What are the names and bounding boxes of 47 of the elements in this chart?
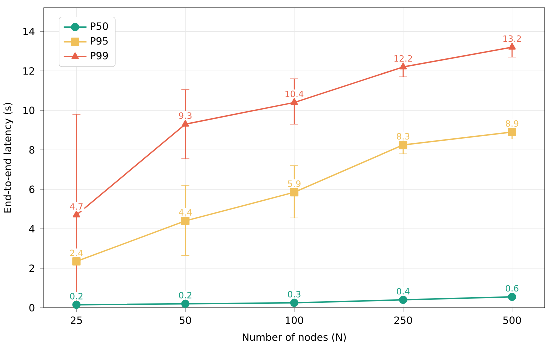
x-tick-label: 100	[286, 316, 304, 324]
x-tick-label: 500	[504, 316, 522, 324]
point	[182, 120, 190, 127]
data-label: 2.4	[70, 250, 84, 256]
point	[72, 257, 81, 266]
point	[399, 296, 408, 304]
data-label: 0.4	[397, 288, 410, 295]
x-tick-label: 25	[71, 316, 82, 324]
data-label: 0.2	[179, 292, 192, 299]
y-tick-label: 14	[24, 28, 35, 36]
data-label: 10.4	[286, 90, 304, 98]
point	[181, 300, 190, 308]
data-label: 5.9	[288, 180, 301, 188]
legend-label: P95	[91, 37, 108, 45]
point	[73, 211, 80, 218]
data-label: 4.7	[70, 204, 83, 210]
data-label: 0.6	[506, 285, 519, 292]
y-tick-label: 10	[24, 106, 35, 114]
y-tick-label: 2	[30, 264, 34, 272]
x-axis-title: Number of nodes (N)	[243, 333, 346, 342]
x-tick-label: 50	[180, 316, 192, 324]
legend-label: P50	[91, 22, 108, 30]
point	[181, 217, 190, 226]
point	[290, 298, 299, 308]
data-label: 0.3	[288, 291, 301, 298]
y-tick-label: 6	[30, 186, 35, 194]
y-tick-label: 0	[30, 304, 35, 312]
legend-label: P99	[91, 52, 108, 60]
point	[290, 98, 298, 106]
data-label: 13.2	[504, 36, 522, 42]
point	[508, 292, 516, 302]
x-tick-label: 250	[394, 316, 412, 324]
point	[400, 63, 408, 70]
data-label: 4.4	[179, 210, 192, 216]
data-label: 8.3	[397, 133, 410, 140]
y-tick-label: 8	[30, 146, 35, 154]
point	[399, 141, 408, 150]
data-label: 9.3	[179, 112, 192, 120]
y-tick-label: 4	[29, 225, 35, 233]
point	[72, 300, 81, 310]
point	[508, 43, 516, 50]
data-label: 8.9	[506, 120, 519, 128]
y-axis-title: End-to-end latency (s)	[4, 103, 14, 213]
data-label: 12.2	[394, 55, 412, 62]
y-tick-label: 12	[24, 67, 34, 75]
data-label: 0.2	[70, 293, 83, 300]
point	[290, 188, 299, 197]
